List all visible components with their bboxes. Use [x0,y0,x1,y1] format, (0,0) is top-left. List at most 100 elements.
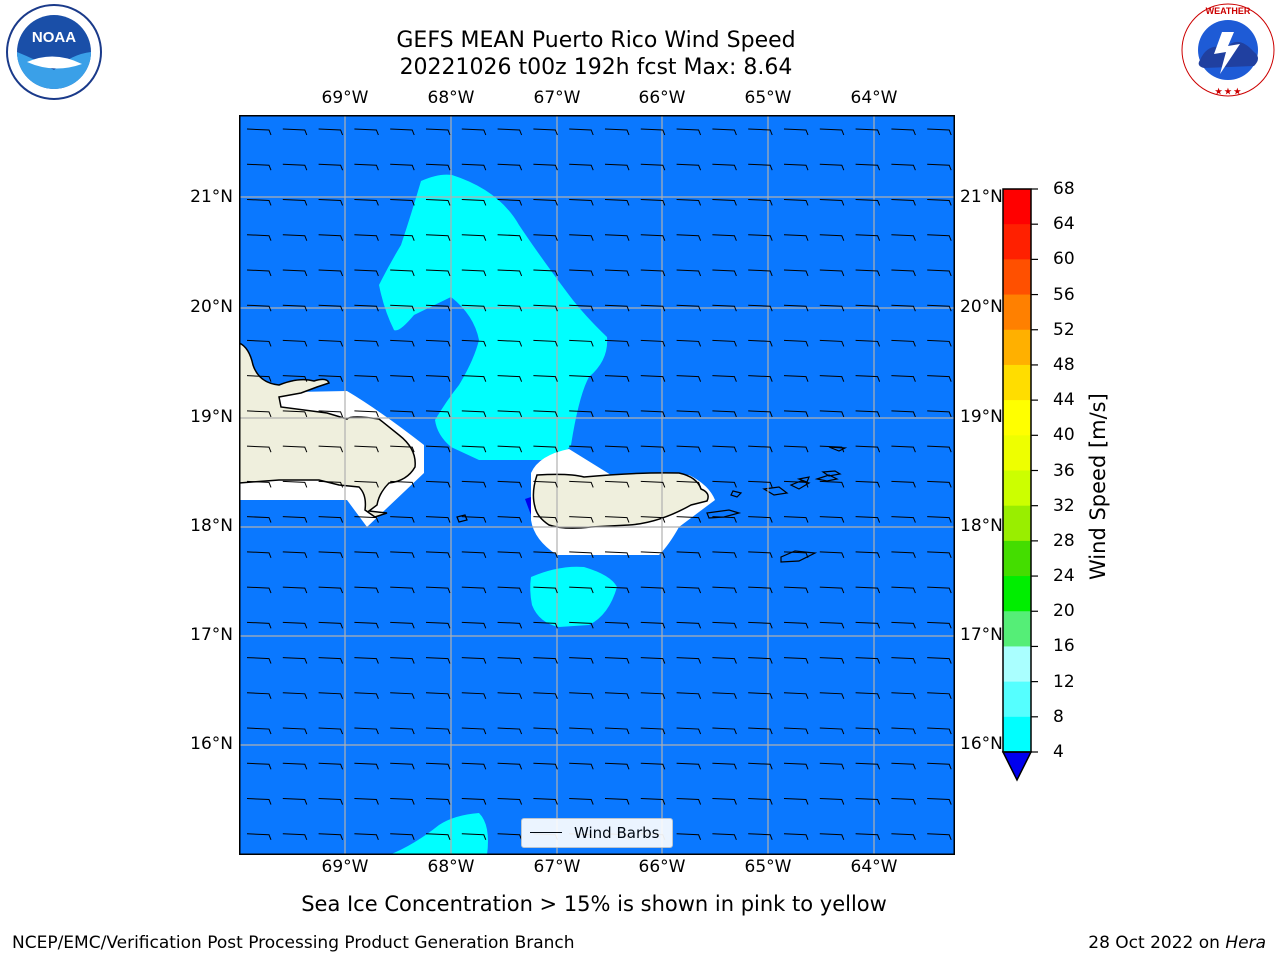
wind-barb [282,657,308,664]
map-frame [239,115,955,855]
wind-barb [282,234,308,241]
wind-barb [712,657,737,664]
wind-barb [354,657,379,664]
wind-barb [640,621,666,629]
wind-barb [390,339,415,347]
colorbar-segment [1003,716,1031,753]
wind-barb [855,339,881,347]
gridlines [239,115,955,855]
wind-barb [246,128,272,136]
wind-barb [819,269,845,277]
wind-barb [676,410,702,418]
wind-barb [927,269,952,277]
wind-barb [891,798,916,805]
wind-barb [783,516,809,523]
wind-barb [425,727,451,735]
colorbar-segment [1003,435,1031,471]
wind-barb [604,128,630,136]
wind-barb [855,551,881,559]
chart-title-line1: GEFS MEAN Puerto Rico Wind Speed [396,28,796,53]
wind-barb [246,833,272,840]
footer-branch: NCEP/EMC/Verification Post Processing Pr… [12,933,575,953]
footer-date: 28 Oct 2022 on Hera [1088,932,1266,954]
wind-barb [891,551,916,559]
wind-barb [461,304,487,312]
wind-barb [354,269,379,277]
wind-barb [819,234,845,241]
wind-barb [497,621,523,629]
wind-barb [676,657,702,664]
wind-barb [246,410,272,418]
wind-barb [927,198,952,206]
wind-barb [640,657,666,664]
wind-barb [712,128,737,136]
wind-barb [497,445,523,453]
colorbar-tick-label: 24 [1053,566,1075,587]
wind-barb [497,198,523,206]
wind-barb [461,657,487,664]
wind-barb [783,727,809,735]
wind-contour-north [379,174,608,460]
wind-barb [712,516,737,523]
wind-barb [354,339,379,347]
noaa-logo-text: NOAA [32,29,76,46]
colorbar-segment [1003,576,1031,612]
wind-barb [891,198,916,206]
wind-barb [819,657,845,664]
wind-barb [246,163,272,171]
wind-barb [712,727,737,735]
wind-barb [640,163,666,171]
wind-barb [712,339,737,347]
colorbar-tick-label: 4 [1053,742,1064,762]
wind-barb [533,198,558,206]
wind-barb [318,833,344,840]
wind-barb [891,586,916,594]
wind-barb [569,198,594,206]
lon-tick-top-2: 68°W [427,88,475,108]
wind-barb [604,304,630,312]
wind-barb [855,762,881,770]
wind-barb [748,798,773,805]
wind-barb [712,551,737,559]
wind-barb [390,621,415,629]
wind-barb [855,727,881,735]
colorbar-tick-label: 52 [1053,319,1075,340]
wind-barb [497,339,523,347]
lon-tick-bottom-4: 66°W [638,857,686,877]
wind-barb [819,551,845,559]
wind-barb [891,163,916,171]
wind-barb [819,798,845,805]
wind-barb [533,621,558,629]
svg-text:WEATHER: WEATHER [1206,6,1251,16]
wind-contour-south [530,566,617,627]
wind-barb [855,480,881,488]
lon-tick-bottom-3: 67°W [533,857,581,877]
wind-barb [497,551,523,559]
wind-barb [461,621,487,629]
wind-barb [891,445,916,453]
wind-barb [927,727,952,735]
wind-barb [533,798,558,805]
wind-barb [461,762,487,770]
wind-barb [318,304,344,312]
wind-barb [533,480,558,488]
wind-barb [497,798,523,805]
wind-barb [783,128,809,136]
wind-barb [676,692,702,699]
colorbar-segment [1003,646,1031,683]
wind-barb [855,375,881,382]
nws-logo: WEATHER ★ ★ ★ [1181,3,1275,97]
lon-tick-top-4: 66°W [638,88,686,108]
wind-barb [354,798,379,805]
wind-barb [927,621,952,629]
wind-barb [246,375,272,382]
wind-barb [318,163,344,171]
wind-barb [604,586,630,594]
wind-barb [318,198,344,206]
wind-barb [891,692,916,699]
wind-barb [748,410,773,418]
wind-barb [497,128,523,136]
wind-barb [318,128,344,136]
wind-barb [604,234,630,241]
wind-barb [640,410,666,418]
